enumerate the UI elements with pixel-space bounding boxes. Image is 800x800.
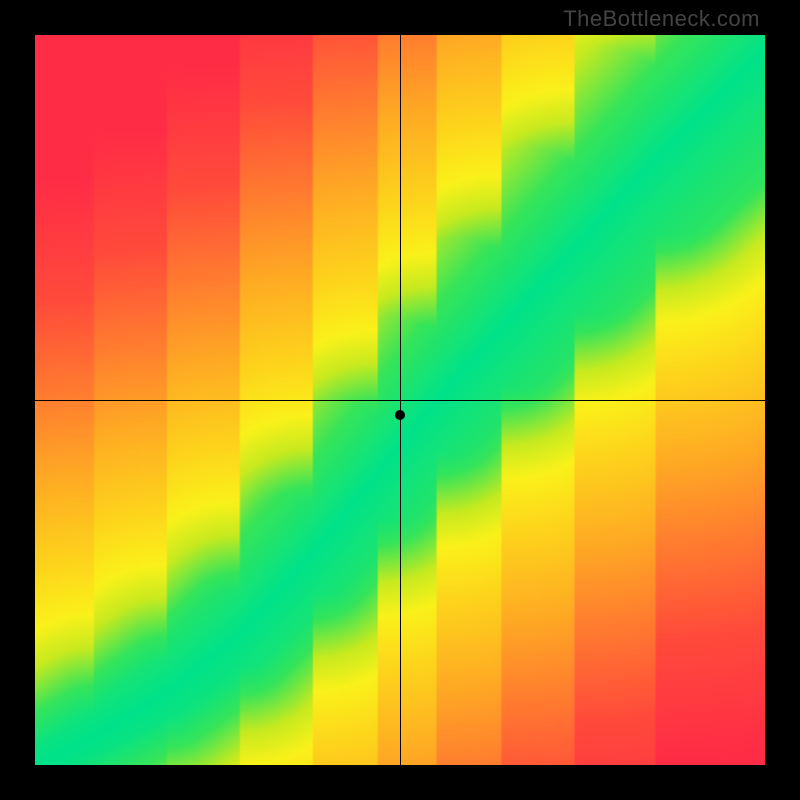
watermark-text: TheBottleneck.com bbox=[563, 6, 760, 32]
crosshair-horizontal bbox=[35, 400, 765, 401]
crosshair-dot bbox=[395, 410, 405, 420]
heatmap-plot bbox=[35, 35, 765, 765]
